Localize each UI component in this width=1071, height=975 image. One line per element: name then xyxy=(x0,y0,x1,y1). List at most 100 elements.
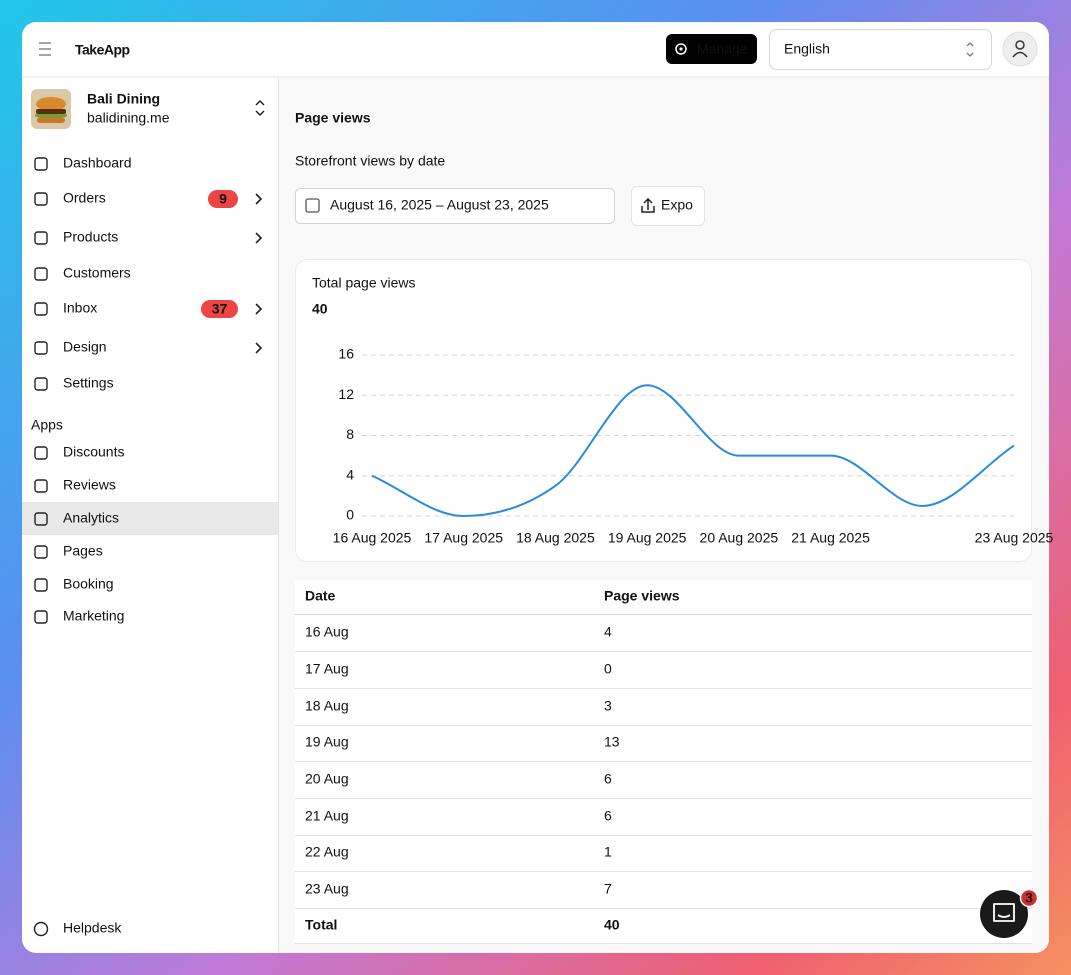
nav-label: Customers xyxy=(63,265,131,281)
nav-badge xyxy=(201,300,238,318)
help-icon xyxy=(33,921,49,937)
nav-badge-count: 37 xyxy=(212,301,228,317)
helpdesk-item[interactable]: Helpdesk xyxy=(33,920,123,937)
avatar-head xyxy=(1015,40,1025,50)
manage-bg xyxy=(666,34,757,64)
export-bg xyxy=(631,186,705,226)
y-tick-label: 0 xyxy=(346,507,354,523)
nav-label: Design xyxy=(63,339,107,355)
table-total: 40 xyxy=(604,917,620,933)
nav-icon xyxy=(34,192,48,206)
chat-badge: 3 xyxy=(1025,890,1033,906)
date-picker[interactable]: August 16, 2025 – August 23, 2025 xyxy=(295,188,615,224)
app-item[interactable]: Analytics xyxy=(22,502,278,535)
app-label: Analytics xyxy=(63,510,119,526)
nav-icon xyxy=(34,157,48,171)
x-tick-label: 18 Aug 2025 xyxy=(516,530,595,546)
app-label: Pages xyxy=(63,543,103,559)
nav-icon xyxy=(34,267,48,281)
chat-bg xyxy=(980,890,1028,938)
chat-launcher[interactable]: 3 xyxy=(980,888,1039,939)
table-cell: 22 Aug xyxy=(305,844,349,860)
nav-icon xyxy=(34,479,48,493)
nav-item[interactable]: Inbox 37 xyxy=(34,300,263,318)
select-value: English xyxy=(784,41,830,57)
app-label: Marketing xyxy=(63,608,124,624)
active-bg xyxy=(22,502,278,535)
nav-item[interactable]: Products xyxy=(34,229,263,245)
x-tick-label: 16 Aug 2025 xyxy=(333,530,412,546)
gear-dot xyxy=(679,47,683,51)
export-icon xyxy=(641,197,655,213)
table-cell: 6 xyxy=(604,808,612,824)
chart-total: 40 xyxy=(312,301,328,317)
nav-label: Dashboard xyxy=(63,155,132,171)
manage-button[interactable]: Manage xyxy=(666,34,757,64)
apps-heading: Apps xyxy=(31,417,63,433)
nav-item[interactable]: Dashboard xyxy=(34,155,132,171)
app-item[interactable]: Reviews xyxy=(34,477,116,493)
nav-label: Settings xyxy=(63,375,114,391)
page-title: Page views xyxy=(295,110,371,126)
chat-icon xyxy=(993,903,1015,922)
table-header: Date xyxy=(305,588,336,604)
nav-chevron xyxy=(255,232,263,244)
content: TakeApp Manage English Bali Dining balidinin… xyxy=(22,29,1054,944)
burger-lettuce xyxy=(35,114,67,117)
nav-badge-count: 9 xyxy=(219,191,227,207)
x-tick-label: 19 Aug 2025 xyxy=(608,530,687,546)
page-subtitle: Storefront views by date xyxy=(295,153,445,169)
table-cell: 0 xyxy=(604,661,612,677)
nav-icon xyxy=(34,446,48,460)
table-cell: 13 xyxy=(604,734,620,750)
y-tick-label: 12 xyxy=(338,386,354,402)
nav-icon xyxy=(34,545,48,559)
language-select[interactable]: English xyxy=(769,29,992,70)
nav-icon xyxy=(34,512,48,526)
table-cell: 17 Aug xyxy=(305,661,349,677)
export-button[interactable]: Expo xyxy=(631,186,705,226)
app-item[interactable]: Discounts xyxy=(34,444,124,460)
nav-label: Orders xyxy=(63,190,106,206)
table-header: Page views xyxy=(604,588,680,604)
y-tick-label: 4 xyxy=(346,466,354,482)
gear-icon xyxy=(675,43,687,55)
table-cell: 3 xyxy=(604,698,612,714)
nav-item[interactable]: Design xyxy=(34,339,263,355)
table-total: Total xyxy=(305,917,337,933)
table-cell: 7 xyxy=(604,881,612,897)
date-range: August 16, 2025 – August 23, 2025 xyxy=(330,197,549,213)
app-item[interactable]: Pages xyxy=(34,543,103,559)
nav-icon xyxy=(34,231,48,245)
user-avatar[interactable] xyxy=(1002,31,1038,67)
app-label: Reviews xyxy=(63,477,116,493)
store-switcher[interactable]: Bali Dining balidining.me xyxy=(31,89,265,129)
burger-bottom xyxy=(37,117,65,123)
table-cell: 21 Aug xyxy=(305,808,349,824)
y-tick-label: 16 xyxy=(338,346,354,362)
table-cell: 19 Aug xyxy=(305,734,349,750)
app-item[interactable]: Marketing xyxy=(34,608,124,624)
app-item[interactable]: Booking xyxy=(34,576,114,592)
table-cell: 20 Aug xyxy=(305,771,349,787)
chat-badge-bg xyxy=(1019,888,1039,908)
nav-icon xyxy=(34,341,48,355)
table-cell: 1 xyxy=(604,844,612,860)
manage-label: Manage xyxy=(697,41,748,57)
nav-item[interactable]: Customers xyxy=(34,265,131,281)
burger-bun xyxy=(36,97,66,111)
app-label: Discounts xyxy=(63,444,124,460)
table-cell: 16 Aug xyxy=(305,624,349,640)
burger-patty xyxy=(36,109,66,114)
chart-card xyxy=(295,259,1032,562)
date-bg xyxy=(295,188,615,224)
nav-icon xyxy=(34,578,48,592)
store-domain: balidining.me xyxy=(87,110,170,126)
nav-item[interactable]: Orders 9 xyxy=(34,190,263,208)
table-cell: 23 Aug xyxy=(305,881,349,897)
nav-item[interactable]: Settings xyxy=(34,375,114,391)
nav-badge xyxy=(208,190,238,208)
nav-icon xyxy=(34,377,48,391)
calendar-icon xyxy=(305,198,320,213)
